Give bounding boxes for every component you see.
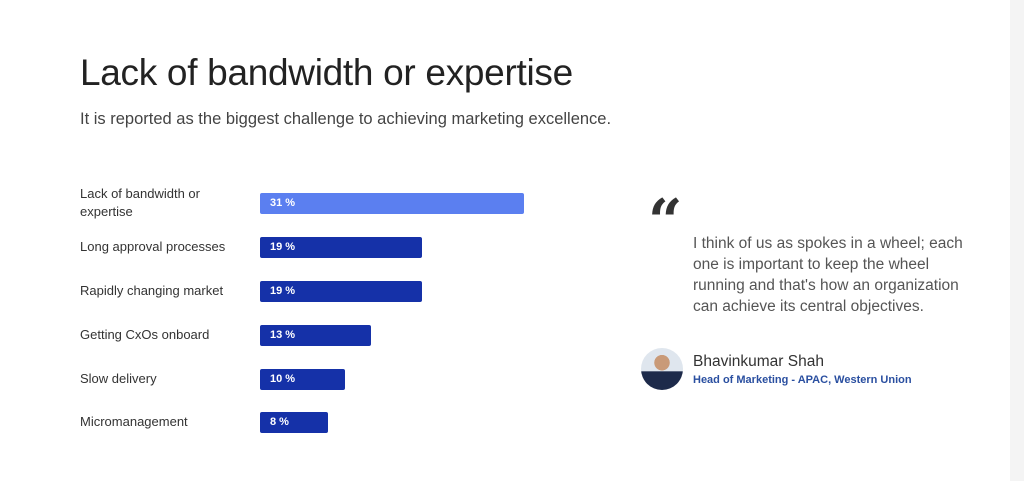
category-label: Slow delivery — [80, 371, 157, 386]
value-label: 19 % — [270, 240, 296, 253]
bar: 31 % — [260, 192, 524, 214]
quote-text: I think of us as spokes in a wheel; each… — [693, 235, 963, 315]
value-label: 13 % — [270, 328, 296, 341]
value-label: 8 % — [270, 415, 289, 428]
value-label: 31 % — [270, 196, 296, 209]
category-label: Getting CxOs onboard — [80, 327, 210, 342]
value-label: 19 % — [270, 284, 296, 297]
category-label: Micromanagement — [80, 414, 188, 429]
page-edge — [1010, 0, 1024, 481]
bar: 8 % — [260, 411, 329, 433]
quote-icon: “ — [648, 187, 683, 257]
page-subtitle: It is reported as the biggest challenge … — [80, 110, 612, 128]
bar: 19 % — [260, 280, 422, 302]
bar: 13 % — [260, 324, 371, 346]
bar: 10 % — [260, 368, 346, 390]
author-name: Bhavinkumar Shah — [693, 353, 824, 370]
avatar — [641, 348, 683, 390]
category-label: Rapidly changing market — [80, 283, 224, 298]
category-label: Long approval processes — [80, 239, 226, 254]
value-label: 10 % — [270, 372, 296, 385]
page-title: Lack of bandwidth or expertise — [80, 52, 573, 93]
bar: 19 % — [260, 236, 422, 258]
category-label: Lack of bandwidth or expertise — [80, 186, 200, 219]
author-role: Head of Marketing - APAC, Western Union — [693, 374, 912, 386]
